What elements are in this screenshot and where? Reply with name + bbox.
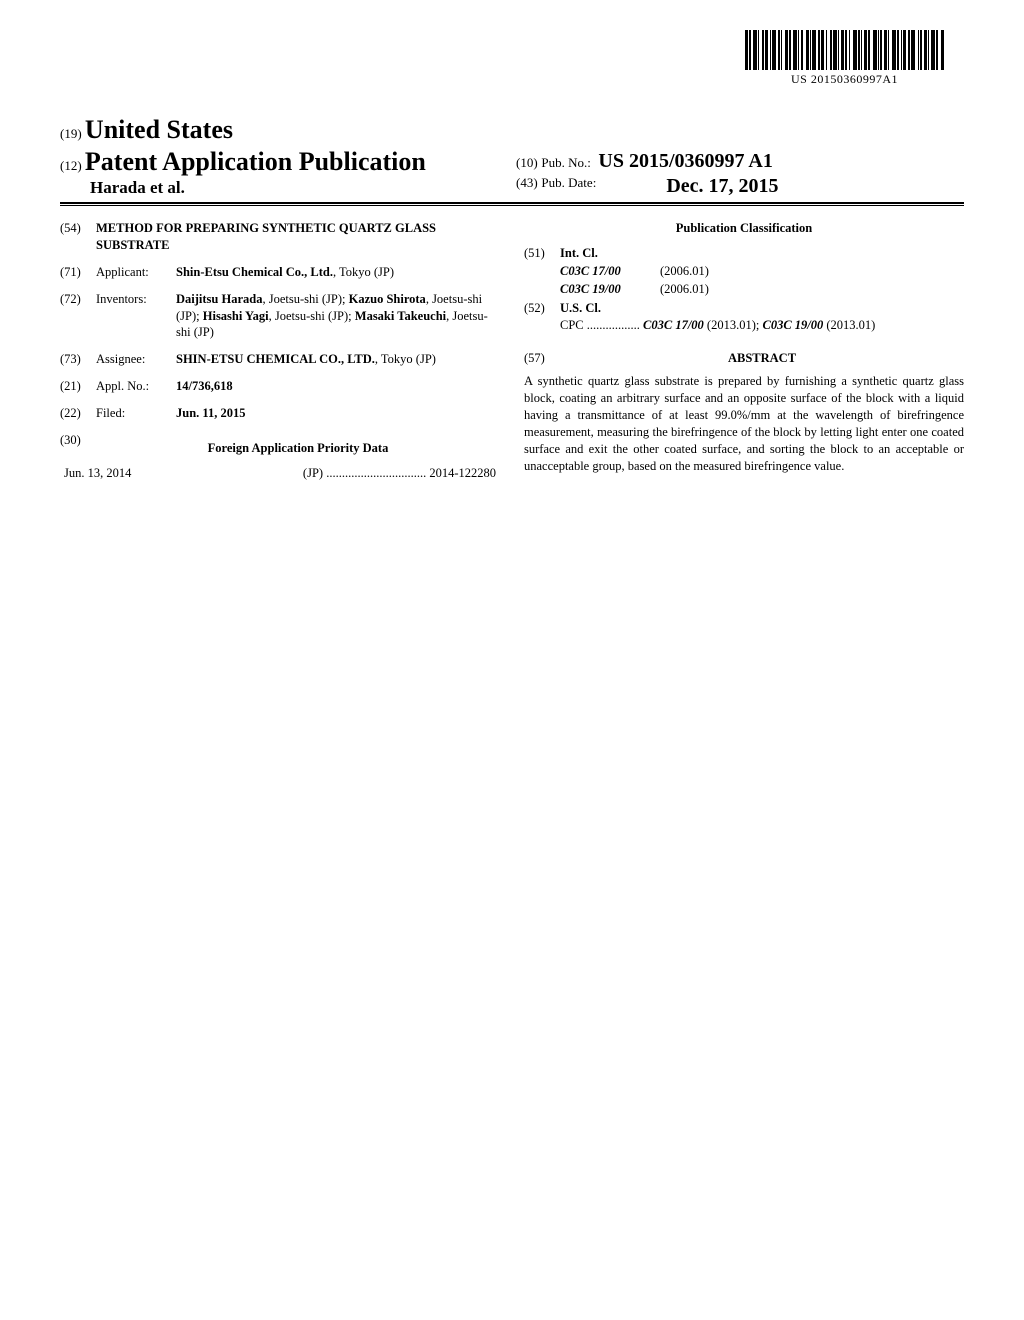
cpc-1-code: C03C 17/00 <box>643 318 704 332</box>
entry-title: (54) METHOD FOR PREPARING SYNTHETIC QUAR… <box>60 220 500 254</box>
abstract-heading: ABSTRACT <box>560 350 964 367</box>
abstract-section: (57) ABSTRACT A synthetic quartz glass s… <box>524 350 964 474</box>
header-rule <box>60 205 964 206</box>
pub-type-line: (12) Patent Application Publication <box>60 147 508 177</box>
priority-row: Jun. 13, 2014 (JP) 2014-122280 <box>60 465 500 482</box>
inventor-2: Kazuo Shirota <box>349 292 426 306</box>
pub-date-line: (43) Pub. Date: Dec. 17, 2015 <box>516 175 964 198</box>
inventor-3-loc: , Joetsu-shi (JP); <box>269 309 355 323</box>
inventor-3: Hisashi Yagi <box>203 309 269 323</box>
label-applno: Appl. No.: <box>96 378 176 395</box>
code-52: (52) <box>524 300 560 317</box>
assignee-loc: , Tokyo (JP) <box>375 352 436 366</box>
left-column: (54) METHOD FOR PREPARING SYNTHETIC QUAR… <box>60 220 500 482</box>
label-filed: Filed: <box>96 405 176 422</box>
invention-title: METHOD FOR PREPARING SYNTHETIC QUARTZ GL… <box>96 220 500 254</box>
code-19: (19) <box>60 126 82 141</box>
cpc-2-ver: (2013.01) <box>823 318 875 332</box>
label-applicant: Applicant: <box>96 264 176 281</box>
code-22: (22) <box>60 405 96 422</box>
intcl-1-ver: (2006.01) <box>660 263 964 280</box>
inventor-1: Daijitsu Harada <box>176 292 262 306</box>
pubno-value: US 2015/0360997 A1 <box>598 150 772 172</box>
pubdate-label: Pub. Date: <box>541 175 596 190</box>
intcl-1-code: C03C 17/00 <box>560 263 660 280</box>
code-73: (73) <box>60 351 96 368</box>
publication-type: Patent Application Publication <box>85 147 426 176</box>
abstract-text: A synthetic quartz glass substrate is pr… <box>524 373 964 474</box>
body-columns: (54) METHOD FOR PREPARING SYNTHETIC QUAR… <box>60 220 964 482</box>
cpc-block: CPC ................. C03C 17/00 (2013.0… <box>560 317 964 334</box>
barcode-text: US 20150360997A1 <box>745 72 944 87</box>
cpc-prefix: CPC ................. <box>560 318 640 332</box>
intcl-row-2: C03C 19/00 (2006.01) <box>524 281 964 298</box>
inventors-value: Daijitsu Harada, Joetsu-shi (JP); Kazuo … <box>176 291 500 342</box>
cpc-2-code: C03C 19/00 <box>762 318 823 332</box>
barcode-zone: US 20150360997A1 <box>745 30 944 87</box>
entry-assignee: (73) Assignee: SHIN-ETSU CHEMICAL CO., L… <box>60 351 500 368</box>
label-assignee: Assignee: <box>96 351 176 368</box>
applno-value: 14/736,618 <box>176 379 233 393</box>
authors-line: Harada et al. <box>90 178 508 198</box>
priority-date: Jun. 13, 2014 <box>64 465 131 482</box>
uscl-head: (52) U.S. Cl. <box>524 300 964 317</box>
cpc-1-ver: (2013.01); <box>704 318 763 332</box>
entry-priority-head: (30) Foreign Application Priority Data <box>60 432 500 465</box>
code-30: (30) <box>60 432 96 465</box>
country-name: United States <box>85 115 233 144</box>
code-54: (54) <box>60 220 96 254</box>
header-left: (19) United States (12) Patent Applicati… <box>60 115 508 198</box>
label-uscl: U.S. Cl. <box>560 300 660 317</box>
applicant-name: Shin-Etsu Chemical Co., Ltd. <box>176 265 333 279</box>
label-intcl: Int. Cl. <box>560 245 660 262</box>
intcl-2-code: C03C 19/00 <box>560 281 660 298</box>
assignee-value: SHIN-ETSU CHEMICAL CO., LTD., Tokyo (JP) <box>176 351 500 368</box>
priority-country: (JP) <box>303 466 323 480</box>
code-43: (43) <box>516 175 538 190</box>
code-12: (12) <box>60 158 82 173</box>
code-51: (51) <box>524 245 560 262</box>
code-21: (21) <box>60 378 96 395</box>
right-column: Publication Classification (51) Int. Cl.… <box>524 220 964 482</box>
pub-number-line: (10) Pub. No.: US 2015/0360997 A1 <box>516 150 964 173</box>
applicant-value: Shin-Etsu Chemical Co., Ltd., Tokyo (JP) <box>176 264 500 281</box>
entry-applicant: (71) Applicant: Shin-Etsu Chemical Co., … <box>60 264 500 281</box>
priority-number: 2014-122280 <box>429 466 496 480</box>
inventor-4: Masaki Takeuchi <box>355 309 446 323</box>
header-right: (10) Pub. No.: US 2015/0360997 A1 (43) P… <box>508 150 964 198</box>
intcl-2-ver: (2006.01) <box>660 281 964 298</box>
pubno-label: Pub. No.: <box>541 155 590 170</box>
code-72: (72) <box>60 291 96 342</box>
pubdate-value: Dec. 17, 2015 <box>666 175 778 198</box>
code-10: (10) <box>516 155 538 170</box>
entry-filed: (22) Filed: Jun. 11, 2015 <box>60 405 500 422</box>
priority-dots <box>326 466 426 480</box>
code-71: (71) <box>60 264 96 281</box>
barcode <box>745 30 944 70</box>
entry-inventors: (72) Inventors: Daijitsu Harada, Joetsu-… <box>60 291 500 342</box>
label-inventors: Inventors: <box>96 291 176 342</box>
intcl-head: (51) Int. Cl. <box>524 245 964 262</box>
filed-value: Jun. 11, 2015 <box>176 406 245 420</box>
country-line: (19) United States <box>60 115 508 145</box>
entry-applno: (21) Appl. No.: 14/736,618 <box>60 378 500 395</box>
code-57: (57) <box>524 350 560 367</box>
header-block: (19) United States (12) Patent Applicati… <box>60 115 964 204</box>
applicant-loc: , Tokyo (JP) <box>333 265 394 279</box>
assignee-name: SHIN-ETSU CHEMICAL CO., LTD. <box>176 352 375 366</box>
inventor-1-loc: , Joetsu-shi (JP); <box>262 292 348 306</box>
priority-heading: Foreign Application Priority Data <box>96 440 500 457</box>
intcl-row-1: C03C 17/00 (2006.01) <box>524 263 964 280</box>
classification-heading: Publication Classification <box>524 220 964 237</box>
